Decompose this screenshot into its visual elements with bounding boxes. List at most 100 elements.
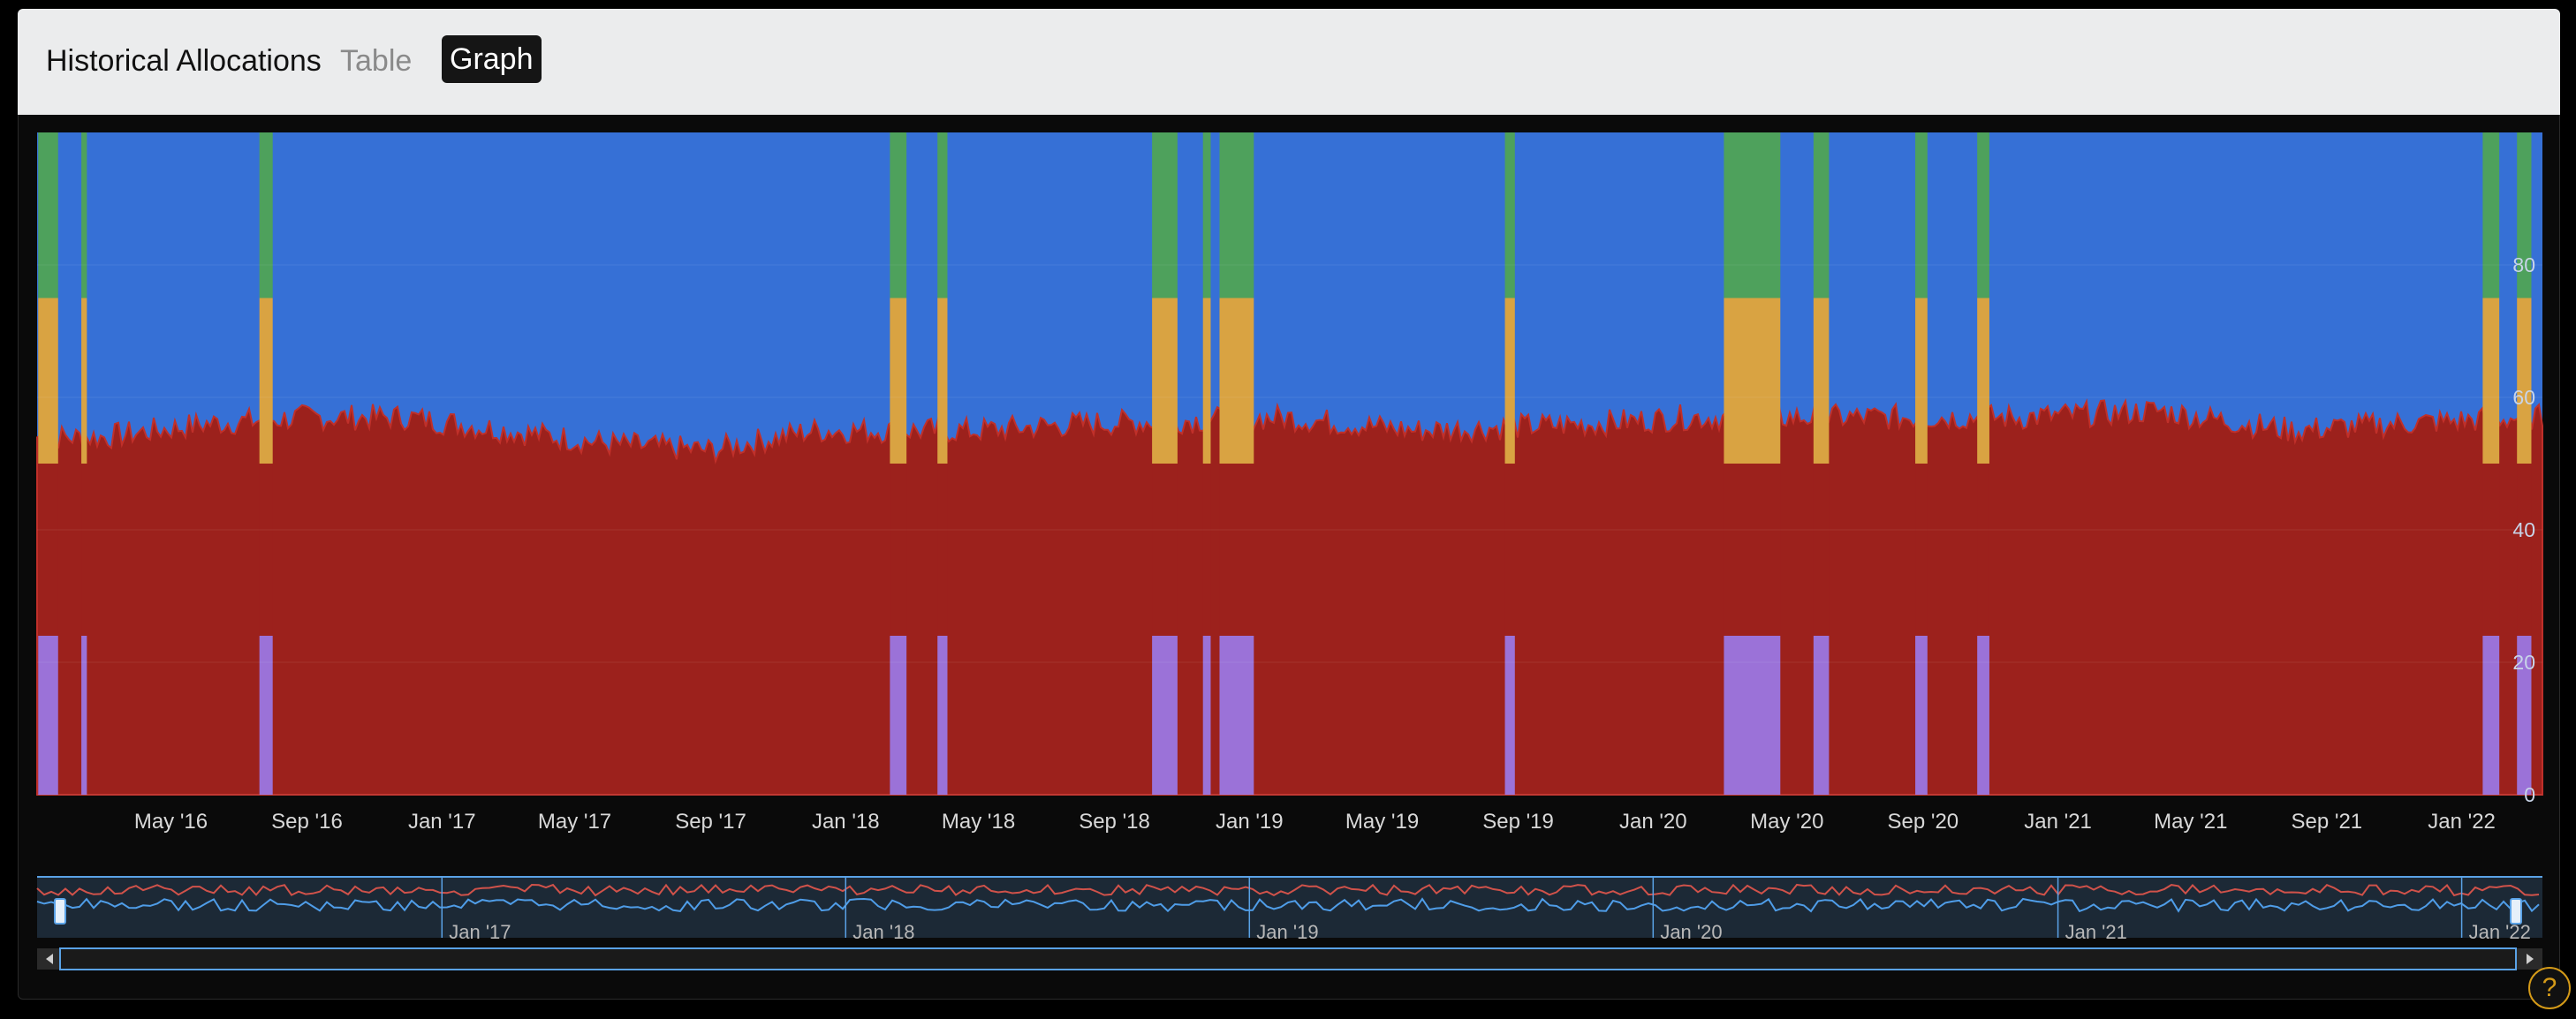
series-yellow-segment — [1977, 298, 1989, 464]
navigator-tick-label: Jan '19 — [1256, 921, 1318, 943]
series-purple-segment — [1202, 636, 1211, 795]
x-tick-label: Jan '17 — [408, 810, 476, 834]
series-yellow-segment — [1219, 298, 1254, 464]
y-tick-label: 40 — [2512, 518, 2535, 541]
series-red-segment — [81, 464, 87, 636]
series-red-segment — [259, 464, 273, 636]
x-tick-label: Sep '20 — [1887, 810, 1959, 834]
series-red-segment — [2482, 464, 2500, 636]
x-tick-label: Jan '21 — [2024, 810, 2092, 834]
series-yellow-segment — [1915, 298, 1928, 464]
series-yellow-segment — [1813, 298, 1830, 464]
series-yellow-segment — [1202, 298, 1211, 464]
series-yellow-segment — [259, 298, 273, 464]
x-tick-label: Sep '21 — [2292, 810, 2363, 834]
x-tick-label: Jan '18 — [812, 810, 880, 834]
x-tick-label: May '17 — [538, 810, 611, 834]
x-tick-label: Sep '19 — [1482, 810, 1554, 834]
series-purple-segment — [1152, 636, 1178, 795]
series-green-segment — [1202, 132, 1211, 298]
series-green-segment — [1152, 132, 1178, 298]
navigator-handle[interactable] — [2510, 898, 2522, 925]
x-tick-label: May '16 — [134, 810, 208, 834]
x-tick-label: Sep '17 — [675, 810, 746, 834]
series-yellow-segment — [2517, 298, 2532, 464]
y-tick-label: 0 — [2524, 783, 2535, 806]
series-green-segment — [1504, 132, 1515, 298]
y-tick-label: 60 — [2512, 386, 2535, 409]
series-green-segment — [2482, 132, 2500, 298]
series-purple-segment — [1724, 636, 1781, 795]
series-red-segment — [1504, 464, 1515, 636]
series-purple-segment — [81, 636, 87, 795]
navigator-series-red — [36, 883, 2540, 897]
series-purple-segment — [937, 636, 948, 795]
tab-table[interactable]: Table — [340, 44, 413, 78]
x-tick-label: Sep '18 — [1079, 810, 1150, 834]
series-green-segment — [2517, 132, 2532, 298]
scroll-right-arrow-icon[interactable] — [2527, 954, 2534, 964]
scroll-left-arrow-icon[interactable] — [46, 954, 53, 964]
scrollbar-thumb[interactable] — [59, 947, 2517, 970]
navigator-background — [37, 877, 2542, 938]
help-button[interactable]: ? — [2528, 967, 2571, 1009]
series-purple-segment — [1504, 636, 1515, 795]
series-green-segment — [259, 132, 273, 298]
series-purple-segment — [1977, 636, 1989, 795]
navigator-tick-label: Jan '17 — [449, 921, 511, 943]
series-purple-segment — [1813, 636, 1830, 795]
series-red-segment — [38, 464, 58, 636]
series-green-segment — [890, 132, 907, 298]
navigator-tick-label: Jan '20 — [1660, 921, 1722, 943]
x-tick-label: May '20 — [1750, 810, 1823, 834]
series-purple-segment — [890, 636, 907, 795]
series-red-segment — [1152, 464, 1178, 636]
series-green-segment — [1219, 132, 1254, 298]
y-tick-label: 20 — [2512, 651, 2535, 674]
series-green-segment — [81, 132, 87, 298]
series-red-segment — [1219, 464, 1254, 636]
x-tick-label: Jan '20 — [1619, 810, 1687, 834]
series-yellow-segment — [1504, 298, 1515, 464]
question-circle-icon: ? — [2542, 973, 2557, 1002]
navigator-tick-label: Jan '18 — [852, 921, 914, 943]
tab-graph[interactable]: Graph — [442, 35, 542, 83]
x-tick-label: May '18 — [942, 810, 1015, 834]
navigator-series-blue — [36, 897, 2540, 913]
series-red-segment — [890, 464, 907, 636]
x-tick-label: Sep '16 — [271, 810, 343, 834]
series-green-segment — [38, 132, 58, 298]
navigator-handle[interactable] — [54, 898, 66, 925]
x-tick-label: May '21 — [2154, 810, 2227, 834]
series-red-segment — [1724, 464, 1781, 636]
series-green-segment — [1813, 132, 1830, 298]
series-yellow-segment — [1724, 298, 1781, 464]
navigator-tick-label: Jan '22 — [2469, 921, 2531, 943]
x-tick-label: May '19 — [1345, 810, 1419, 834]
series-green-segment — [1915, 132, 1928, 298]
navigator-tick-label: Jan '21 — [2065, 921, 2127, 943]
series-red-segment — [1977, 464, 1989, 636]
series-green-segment — [937, 132, 948, 298]
panel-header: Historical Allocations Table Graph — [18, 9, 2560, 115]
x-tick-label: Jan '22 — [2428, 810, 2496, 834]
page-title: Historical Allocations — [46, 44, 322, 78]
series-red-segment — [2517, 464, 2532, 636]
series-purple-segment — [1219, 636, 1254, 795]
series-green-segment — [1977, 132, 1989, 298]
series-red-segment — [1813, 464, 1830, 636]
series-purple-segment — [2482, 636, 2500, 795]
series-purple-segment — [38, 636, 58, 795]
series-yellow-segment — [81, 298, 87, 464]
series-red-area — [36, 398, 2543, 796]
series-green-segment — [1724, 132, 1781, 298]
series-purple-segment — [259, 636, 273, 795]
series-yellow-segment — [890, 298, 907, 464]
x-tick-label: Jan '19 — [1216, 810, 1284, 834]
series-yellow-segment — [937, 298, 948, 464]
series-red-segment — [1202, 464, 1211, 636]
series-yellow-segment — [38, 298, 58, 464]
series-red-segment — [1915, 464, 1928, 636]
series-yellow-segment — [1152, 298, 1178, 464]
